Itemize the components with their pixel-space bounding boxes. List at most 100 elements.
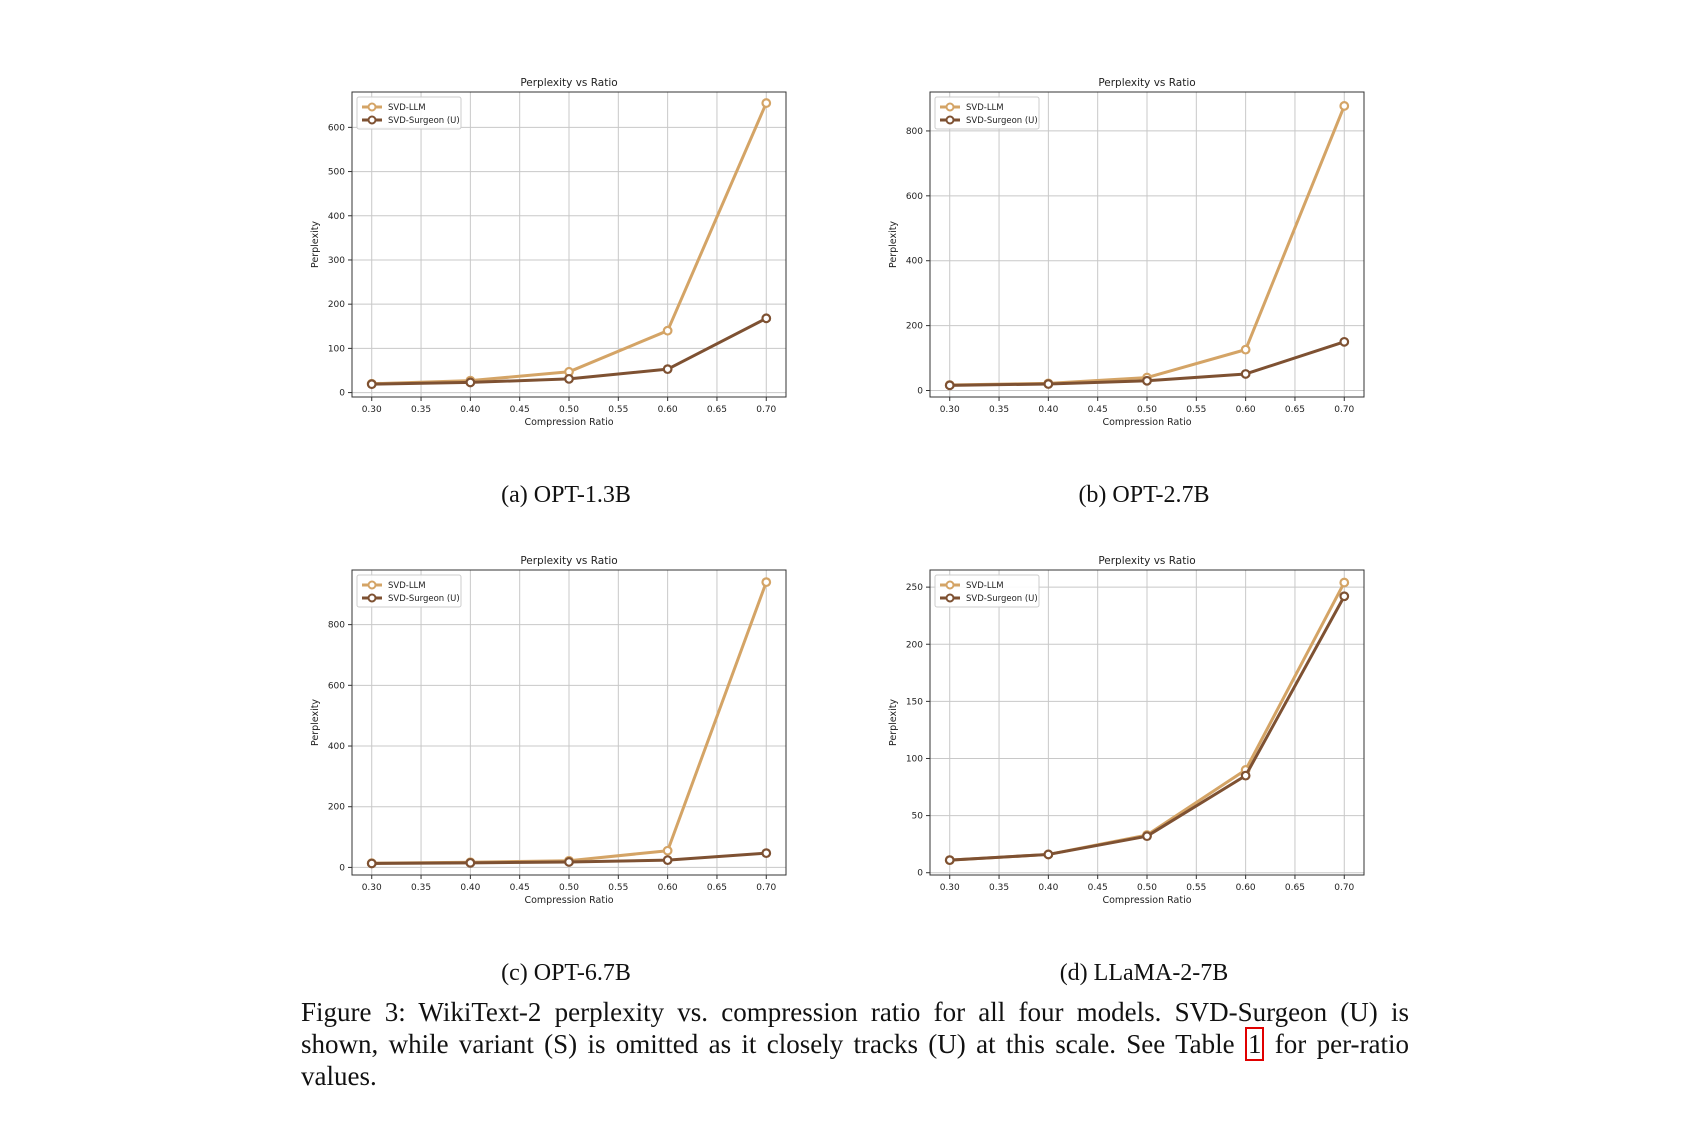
y-axis-label: Perplexity: [888, 221, 899, 268]
x-tick-label: 0.50: [1137, 405, 1157, 415]
x-tick-label: 0.65: [707, 405, 727, 415]
y-axis-label: Perplexity: [310, 699, 321, 746]
y-axis-label: Perplexity: [888, 699, 899, 746]
legend-box: [356, 96, 462, 130]
x-tick-label: 0.50: [559, 405, 579, 415]
chart-title: Perplexity vs Ratio: [520, 77, 617, 89]
y-tick-label: 800: [906, 127, 923, 137]
y-tick-label: 800: [328, 621, 345, 631]
data-point-svd-llm: [1240, 344, 1251, 355]
data-point-svd-surgeon: [944, 855, 955, 866]
data-point-svd-llm: [1339, 101, 1350, 111]
legend-box: [356, 574, 462, 608]
data-point-svd-llm: [662, 325, 673, 336]
legend-label: SVD-LLM: [966, 581, 1004, 591]
x-tick-label: 0.65: [1285, 883, 1305, 893]
data-point-svd-llm: [1339, 577, 1350, 588]
y-tick-label: 200: [906, 322, 923, 332]
data-point-svd-llm: [761, 577, 772, 588]
y-axis-label: Perplexity: [310, 221, 321, 268]
y-tick-label: 150: [906, 697, 923, 707]
table-ref-link[interactable]: 1: [1244, 1027, 1265, 1061]
chart-panel-d: 0.30 0.35 0.40 0.45 0.50 0.55 0.60 0.65 0.70 0 50 1…: [884, 550, 1404, 986]
x-tick-label: 0.70: [1334, 405, 1354, 415]
data-point-svd-surgeon: [1043, 849, 1054, 860]
y-tick-label: 200: [906, 640, 923, 650]
data-point-svd-surgeon: [761, 313, 772, 324]
legend-marker: [945, 115, 955, 125]
legend-marker: [367, 102, 377, 112]
legend-marker: [945, 580, 955, 590]
legend-label: SVD-Surgeon (U): [966, 116, 1038, 126]
legend-label: SVD-Surgeon (U): [388, 594, 460, 604]
data-point-svd-surgeon: [465, 857, 476, 868]
data-point-svd-surgeon: [564, 857, 574, 867]
y-tick-label: 600: [328, 123, 345, 133]
legend-box: [934, 574, 1040, 608]
x-tick-label: 0.40: [460, 883, 480, 893]
data-point-svd-surgeon: [662, 364, 673, 375]
y-tick-label: 600: [328, 681, 345, 691]
x-tick-label: 0.65: [1285, 405, 1305, 415]
data-point-svd-surgeon: [1339, 336, 1350, 347]
x-tick-label: 0.45: [510, 883, 530, 893]
x-tick-label: 0.30: [362, 405, 382, 415]
legend-marker: [367, 593, 377, 603]
subcaption-b: (b) OPT-2.7B: [1078, 482, 1210, 508]
x-tick-label: 0.30: [940, 883, 960, 893]
legend-marker: [367, 580, 377, 590]
legend-label: SVD-Surgeon (U): [966, 594, 1038, 604]
data-point-svd-surgeon: [465, 377, 476, 388]
caption-label: Figure 3:: [301, 997, 406, 1027]
x-tick-label: 0.35: [411, 405, 431, 415]
data-point-svd-surgeon: [366, 858, 377, 869]
data-point-svd-surgeon: [761, 848, 772, 859]
subcaption-a: (a) OPT-1.3B: [501, 482, 631, 508]
x-tick-label: 0.30: [362, 883, 382, 893]
y-tick-label: 100: [328, 344, 345, 354]
x-tick-label: 0.55: [608, 405, 628, 415]
y-tick-label: 50: [912, 812, 924, 822]
y-tick-label: 0: [917, 869, 923, 879]
x-tick-label: 0.45: [1088, 405, 1108, 415]
chart-panel-a: 0.30 0.35 0.40 0.45 0.50 0.55 0.60 0.65 0.70 0 100…: [306, 72, 826, 508]
x-tick-label: 0.60: [658, 883, 678, 893]
chart-c-svg: 0.30 0.35 0.40 0.45 0.50 0.55 0.60 0.65 0.70 0 200…: [310, 555, 787, 906]
y-tick-label: 400: [328, 742, 345, 752]
data-point-svd-surgeon: [366, 379, 377, 390]
x-tick-label: 0.60: [1236, 883, 1256, 893]
subcaption-d: (d) LLaMA-2-7B: [1059, 960, 1229, 986]
legend-box: [934, 96, 1040, 130]
y-tick-label: 400: [906, 257, 923, 267]
legend-label: SVD-LLM: [966, 103, 1004, 113]
plot-frame: [929, 569, 1365, 876]
x-tick-label: 0.60: [1236, 405, 1256, 415]
x-tick-label: 0.60: [658, 405, 678, 415]
chart-title: Perplexity vs Ratio: [1098, 77, 1195, 89]
subcaption-c: (c) OPT-6.7B: [501, 960, 631, 986]
data-point-svd-surgeon: [662, 855, 673, 866]
legend-label: SVD-Surgeon (U): [388, 116, 460, 126]
chart-panel-b: 0.30 0.35 0.40 0.45 0.50 0.55 0.60 0.65 0.70 0 200…: [884, 72, 1404, 508]
chart-title: Perplexity vs Ratio: [520, 555, 617, 567]
chart-a-svg: 0.30 0.35 0.40 0.45 0.50 0.55 0.60 0.65 0.70 0 100…: [310, 77, 787, 428]
figure-caption: Figure 3: WikiText-2 perplexity vs. comp…: [301, 996, 1409, 1092]
data-point-svd-surgeon: [1142, 375, 1152, 386]
legend-label: SVD-LLM: [388, 581, 426, 591]
caption-text: WikiText-2 perplexity vs. compression ra…: [301, 997, 1410, 1059]
x-axis-label: Compression Ratio: [1102, 895, 1191, 906]
x-axis-label: Compression Ratio: [524, 895, 613, 906]
chart-d-svg: 0.30 0.35 0.40 0.45 0.50 0.55 0.60 0.65 0.70 0 50 1…: [888, 555, 1365, 906]
x-tick-label: 0.40: [460, 405, 480, 415]
legend-label: SVD-LLM: [388, 103, 426, 113]
x-tick-label: 0.50: [559, 883, 579, 893]
data-point-svd-surgeon: [564, 373, 574, 384]
y-tick-label: 100: [906, 754, 923, 764]
x-tick-label: 0.40: [1038, 405, 1058, 415]
data-point-svd-llm: [662, 845, 673, 856]
y-tick-label: 300: [328, 256, 345, 266]
data-point-svd-surgeon: [1240, 770, 1251, 781]
x-tick-label: 0.35: [989, 405, 1009, 415]
chart-panel-c: 0.30 0.35 0.40 0.45 0.50 0.55 0.60 0.65 0.70 0 200…: [306, 550, 826, 986]
